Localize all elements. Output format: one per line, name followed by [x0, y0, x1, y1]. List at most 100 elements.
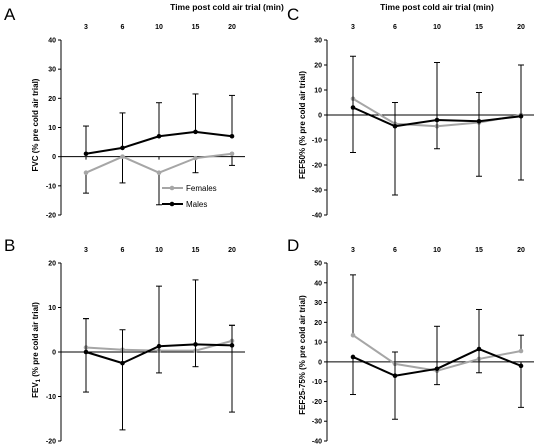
chart-b-y-tick-label-1: -10 [46, 394, 56, 401]
chart-a-y-tick-label-3: 10 [48, 125, 56, 132]
chart-a-y-tick-label-2: 0 [52, 154, 56, 161]
chart-a-x-tick-label-0: 3 [84, 24, 88, 31]
chart-d-y-tick-label-2: -20 [312, 399, 322, 406]
chart-c-y-tick-label-5: 10 [314, 88, 322, 95]
chart-c-ylabel: FEF50% (% pre cold air trial) [298, 71, 307, 179]
chart-b-series-males-point-3 [193, 342, 198, 347]
chart-c-plot: -40 -30 -20 -10 0 10 20 30 3 6 10 15 20 [312, 24, 534, 220]
chart-d-series-males-point-4 [518, 363, 524, 369]
chart-a-series-males-point-1 [120, 145, 125, 151]
chart-d-y-tick-label-5: 10 [314, 340, 322, 347]
chart-c-series-males-point-3 [476, 118, 482, 124]
chart-a-y-tick-label-0: -20 [46, 213, 56, 220]
panel-letter-b: B [4, 236, 15, 255]
chart-b-y-tick-label-2: 0 [52, 350, 56, 357]
chart-d-plot: -40 -30 -20 -10 0 10 20 30 40 50 3 6 10 15 20 [312, 247, 534, 446]
chart-b-series-males-point-0 [83, 349, 89, 355]
chart-a-series-males-point-2 [156, 133, 162, 139]
chart-a-series-females-point-4 [229, 151, 235, 157]
chart-d-y-tick-label-7: 30 [314, 300, 322, 307]
chart-c-y-tick-label-7: 30 [314, 38, 322, 45]
chart-a-series-females-point-0 [83, 170, 89, 176]
legend-females-label: Females [186, 184, 217, 193]
chart-c-y-tick-label-1: -30 [312, 188, 322, 195]
chart-a-y-tick-label-5: 30 [48, 67, 56, 74]
chart-b-ylabel-main: FEV [31, 382, 40, 398]
chart-d-x-tick-label-3: 15 [475, 247, 483, 254]
chart-a-y-tick-label-6: 40 [48, 38, 56, 45]
chart-b-ylabel-sub: 1 [36, 378, 42, 382]
chart-d-y-tick-label-9: 50 [314, 261, 322, 268]
chart-b-y-tick-label-4: 20 [48, 261, 56, 268]
chart-c-y-tick-label-6: 20 [314, 63, 322, 70]
chart-a-y-tick-label-1: -10 [46, 183, 56, 190]
chart-c-x-tick-label-2: 10 [433, 24, 441, 31]
chart-b-y-tick-label-3: 10 [48, 305, 56, 312]
chart-d-x-tick-label-4: 20 [517, 247, 525, 254]
chart-b-x-tick-label-3: 15 [192, 247, 200, 254]
chart-c-y-tick-label-3: -10 [312, 138, 322, 145]
chart-d-y-tick-label-1: -30 [312, 419, 322, 426]
chart-c-y-tick-label-2: -20 [312, 163, 322, 170]
chart-c-x-tick-label-4: 20 [517, 24, 525, 31]
chart-d-series-males-point-0 [350, 354, 356, 360]
chart-d-x-tick-label-0: 3 [351, 247, 355, 254]
chart-d-x-tick-label-1: 6 [393, 247, 397, 254]
chart-d-y-tick-label-6: 20 [314, 320, 322, 327]
panel-letter-c: C [287, 5, 299, 24]
chart-b-y-tick-label-0: -20 [46, 439, 56, 446]
chart-a-series-males-point-0 [83, 151, 89, 157]
chart-a-series-males-point-3 [193, 129, 198, 135]
chart-a-ylabel: FVC (% pre cold air trial) [31, 78, 40, 171]
chart-c-x-tick-label-3: 15 [475, 24, 483, 31]
chart-d-y-tick-label-8: 40 [314, 280, 322, 287]
chart-b-series-males-point-4 [229, 343, 235, 348]
chart-c-series-males-point-0 [350, 105, 356, 110]
chart-b-series-males-point-1 [120, 360, 125, 366]
chart-a-y-tick-label-4: 20 [48, 96, 56, 103]
chart-b-x-tick-label-0: 3 [84, 247, 88, 254]
chart-a-series-females-point-3 [193, 155, 198, 161]
chart-a-x-tick-label-3: 15 [192, 24, 200, 31]
chart-a-series-females-point-2 [156, 170, 162, 176]
chart-d-y-tick-label-0: -40 [312, 439, 322, 446]
chart-a-title: Time post cold air trial (min) [170, 2, 284, 12]
chart-a-x-tick-label-4: 20 [228, 24, 236, 31]
chart-b-ylabel-rest: (% pre cold air trial) [31, 302, 40, 379]
chart-d-y-tick-label-4: 0 [318, 359, 322, 366]
chart-c-title: Time post cold air trial (min) [380, 2, 494, 12]
chart-d-series-males-point-2 [434, 366, 440, 372]
chart-d-x-tick-label-2: 10 [433, 247, 441, 254]
chart-c-series-males-point-1 [392, 123, 398, 129]
legend: Females Males [162, 184, 217, 209]
chart-d-series-females-point-4 [518, 348, 524, 354]
chart-b-x-tick-label-4: 20 [228, 247, 236, 254]
chart-b-x-tick-label-1: 6 [121, 247, 125, 254]
legend-males-label: Males [186, 200, 207, 209]
chart-c-x-tick-label-1: 6 [393, 24, 397, 31]
chart-d-series-males-point-1 [392, 373, 398, 379]
chart-c-series-males-point-4 [518, 113, 524, 119]
chart-a-series-males-point-4 [229, 133, 235, 139]
chart-a-plot: -20 -10 0 10 20 30 40 3 6 10 15 20 [46, 24, 245, 220]
chart-b-x-tick-label-2: 10 [155, 247, 163, 254]
chart-b-ylabel: FEV1 (% pre cold air trial) [31, 302, 42, 398]
chart-d-ylabel: FEF25-75% (% pre cold air trial) [298, 295, 307, 415]
chart-c-y-tick-label-4: 0 [318, 113, 322, 120]
chart-b-plot: -20 -10 0 10 20 3 6 10 15 20 [46, 247, 245, 446]
chart-a-x-tick-label-1: 6 [121, 24, 125, 31]
chart-a-series-females-point-1 [120, 154, 125, 159]
chart-b-series-males-point-2 [156, 343, 162, 349]
chart-c-y-tick-label-0: -40 [312, 213, 322, 220]
chart-c-x-tick-label-0: 3 [351, 24, 355, 31]
panel-letter-d: D [287, 236, 299, 255]
chart-d-y-tick-label-3: -10 [312, 379, 322, 386]
chart-d-series-females-point-0 [350, 332, 356, 338]
chart-a-x-tick-label-2: 10 [155, 24, 163, 31]
chart-c-series-males-point-2 [434, 117, 440, 123]
chart-d-series-males-point-3 [476, 346, 482, 352]
legend-males-marker [169, 201, 175, 207]
legend-females-marker [169, 185, 175, 191]
panel-letter-a: A [4, 5, 16, 24]
